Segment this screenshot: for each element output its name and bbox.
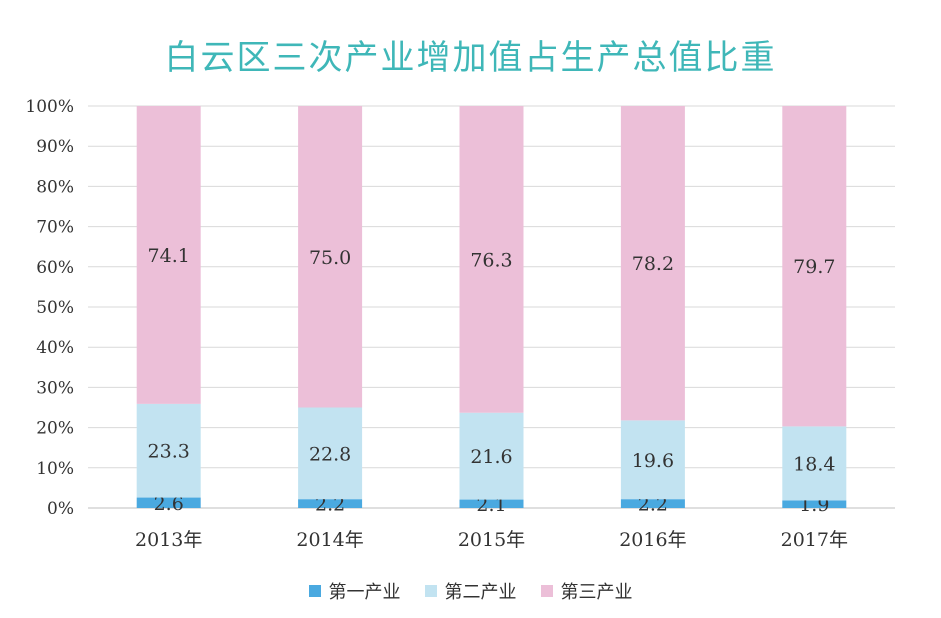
bar-segment bbox=[136, 106, 201, 404]
data-label: 76.3 bbox=[470, 249, 512, 271]
y-tick-label: 80% bbox=[36, 177, 74, 197]
data-label: 75.0 bbox=[309, 247, 351, 269]
legend-swatch-tertiary bbox=[540, 585, 553, 597]
y-tick-label: 20% bbox=[36, 419, 74, 439]
bar-segment bbox=[782, 500, 847, 508]
bar-segment bbox=[136, 497, 201, 508]
bar-segment bbox=[459, 106, 524, 413]
data-label: 22.8 bbox=[309, 443, 351, 465]
legend-label-primary: 第一产业 bbox=[328, 582, 401, 603]
legend-swatch-secondary bbox=[424, 585, 437, 597]
y-tick-label: 70% bbox=[36, 218, 74, 238]
bar-segment bbox=[136, 403, 201, 498]
legend-label-secondary: 第二产业 bbox=[444, 582, 517, 603]
legend-item-secondary: 第二产业 bbox=[424, 578, 517, 604]
bar-segment bbox=[298, 407, 363, 500]
bar-segment bbox=[782, 426, 847, 501]
x-tick-label: 2013年 bbox=[135, 529, 202, 551]
data-label: 18.4 bbox=[793, 453, 835, 475]
y-tick-label: 40% bbox=[36, 338, 74, 358]
bar-segment bbox=[620, 106, 685, 421]
bar-segment bbox=[620, 420, 685, 500]
legend: 第一产业 第二产业 第三产业 bbox=[0, 578, 941, 604]
y-tick-label: 50% bbox=[36, 298, 74, 318]
bar-segment bbox=[459, 412, 524, 500]
y-tick-label: 10% bbox=[36, 459, 74, 479]
data-label: 23.3 bbox=[148, 441, 190, 463]
legend-item-tertiary: 第三产业 bbox=[540, 578, 633, 604]
x-tick-label: 2014年 bbox=[296, 529, 363, 551]
bar-segment bbox=[298, 499, 363, 508]
legend-item-primary: 第一产业 bbox=[308, 578, 401, 604]
data-label: 74.1 bbox=[148, 245, 190, 267]
y-tick-label: 60% bbox=[36, 258, 74, 278]
y-tick-label: 0% bbox=[47, 499, 74, 519]
y-tick-label: 90% bbox=[36, 137, 74, 157]
legend-swatch-primary bbox=[308, 585, 321, 597]
y-tick-label: 100% bbox=[25, 97, 74, 117]
chart-title: 白云区三次产业增加值占生产总值比重 bbox=[164, 38, 777, 78]
data-label: 79.7 bbox=[793, 256, 835, 278]
data-label: 78.2 bbox=[632, 253, 674, 275]
legend-label-tertiary: 第三产业 bbox=[560, 582, 633, 603]
data-label: 2.6 bbox=[154, 493, 184, 515]
data-label: 19.6 bbox=[632, 450, 674, 472]
bar-segment bbox=[459, 499, 524, 508]
bar-segment bbox=[620, 499, 685, 508]
bar-segment bbox=[782, 106, 847, 427]
data-label: 21.6 bbox=[470, 446, 512, 468]
x-tick-label: 2017年 bbox=[781, 529, 848, 551]
bar-segment bbox=[298, 106, 363, 408]
x-tick-label: 2016年 bbox=[619, 529, 686, 551]
x-tick-label: 2015年 bbox=[458, 529, 525, 551]
y-tick-label: 30% bbox=[36, 378, 74, 398]
